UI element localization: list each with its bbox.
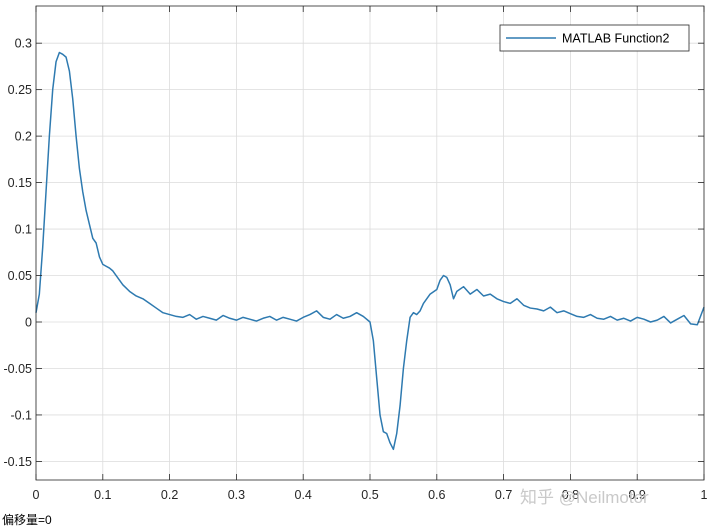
y-axis-ticks: -0.15 -0.1 -0.05 0 0.05 0.1 0.15 0.2 0.25 0.3 [4,37,704,469]
x-tick-label: 1 [701,488,708,502]
x-tick-label: 0.7 [495,488,512,502]
legend: MATLAB Function2 [499,24,690,52]
x-tick-label: 0.6 [428,488,445,502]
legend-entry-label: MATLAB Function2 [562,32,670,46]
y-tick-label: 0.25 [8,83,32,97]
y-tick-label: -0.05 [4,362,33,376]
x-tick-label: 0.3 [228,488,245,502]
x-tick-label: 0.2 [161,488,178,502]
y-tick-label: -0.1 [10,408,32,422]
watermark: 知乎 @Neilmotor [520,488,649,507]
x-tick-label: 0 [33,488,40,502]
y-tick-label: 0 [25,316,32,330]
x-tick-label: 0.8 [562,488,579,502]
y-tick-label: 0.3 [15,37,32,51]
y-tick-label: 0.05 [8,269,32,283]
y-tick-label: 0.1 [15,223,32,237]
x-tick-label: 0.9 [629,488,646,502]
x-axis-ticks: 0 0.1 0.2 0.3 0.4 0.5 0.6 0.7 0.8 0.9 1 [33,6,708,502]
x-tick-label: 0.4 [295,488,312,502]
y-tick-label: 0.2 [15,130,32,144]
offset-label: 偏移量=0 [2,512,52,527]
x-tick-label: 0.1 [94,488,111,502]
series-line-matlab-function2 [35,51,705,451]
x-tick-label: 0.5 [361,488,378,502]
y-tick-label: 0.15 [8,176,32,190]
horizontal-grid-lines [36,42,704,462]
y-tick-label: -0.15 [4,455,33,469]
